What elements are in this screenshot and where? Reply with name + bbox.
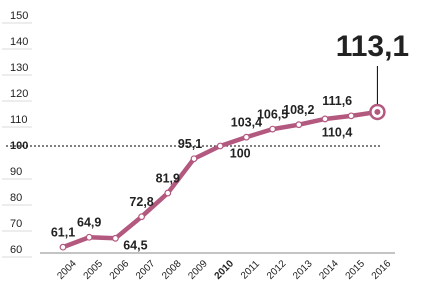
x-tick-label: 2009 (186, 258, 210, 282)
y-tick-label: 140 (10, 36, 28, 48)
x-tick-label: 2012 (265, 258, 289, 282)
y-tick-label: 70 (10, 218, 22, 230)
marker (322, 116, 328, 122)
marker (139, 214, 145, 220)
marker (60, 244, 66, 250)
value-label: 100 (230, 146, 251, 160)
marker (165, 190, 171, 196)
x-tick-label: 2004 (55, 258, 79, 282)
value-label: 64,9 (77, 216, 101, 230)
x-tick-label: 2011 (239, 258, 262, 281)
y-tick-label: 150 (10, 10, 28, 22)
chart: 6070809010011012013014015020042005200620… (0, 0, 425, 284)
x-tick-label: 2010 (213, 258, 237, 282)
value-label: 108,2 (283, 103, 314, 117)
value-label: 113,1 (336, 30, 409, 63)
marker (217, 143, 223, 149)
x-tick-label: 2015 (344, 258, 368, 282)
marker (348, 113, 354, 119)
x-tick-label: 2014 (317, 258, 341, 282)
marker (374, 109, 380, 115)
marker (86, 234, 92, 240)
y-tick-label: 130 (10, 62, 28, 74)
y-tick-label: 80 (10, 192, 22, 204)
value-label: 61,1 (51, 225, 75, 239)
marker (296, 122, 302, 128)
marker (270, 126, 276, 132)
marker (113, 236, 119, 242)
value-label: 95,1 (178, 137, 202, 151)
value-label: 110,4 (322, 125, 353, 139)
x-tick-label: 2016 (370, 258, 394, 282)
x-tick-label: 2013 (291, 258, 315, 282)
y-tick-label: 90 (10, 166, 22, 178)
x-tick-label: 2008 (160, 258, 184, 282)
value-label: 64,5 (123, 239, 147, 253)
x-tick-label: 2007 (134, 258, 158, 282)
y-tick-label: 120 (10, 88, 28, 100)
marker (244, 134, 250, 140)
marker (191, 156, 197, 162)
x-tick-label: 2006 (108, 258, 132, 282)
value-label: 111,6 (322, 94, 352, 108)
value-label: 72,8 (129, 195, 153, 209)
x-tick-label: 2005 (82, 258, 106, 282)
y-tick-label: 110 (10, 114, 28, 126)
y-tick-label: 60 (10, 244, 22, 256)
value-label: 81,9 (156, 171, 180, 185)
